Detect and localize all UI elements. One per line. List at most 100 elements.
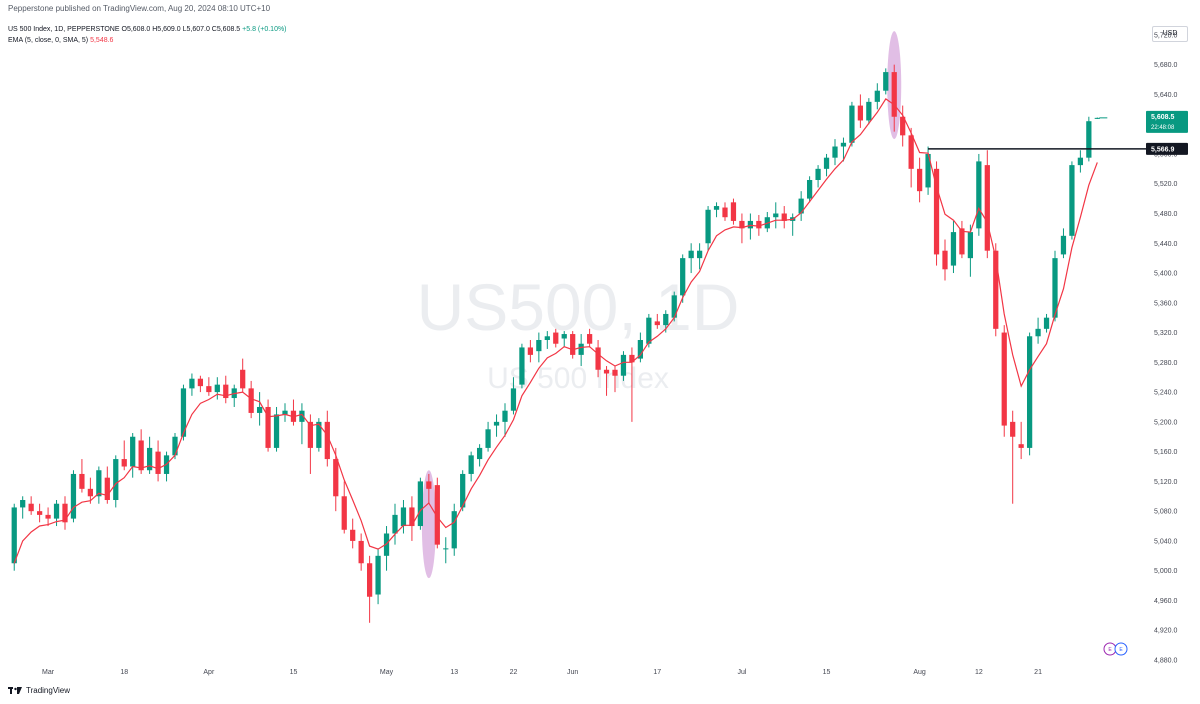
candle[interactable] — [1086, 116, 1092, 162]
candle[interactable] — [612, 366, 618, 393]
candle[interactable] — [11, 503, 17, 571]
candle[interactable] — [815, 165, 821, 188]
candle[interactable] — [45, 507, 51, 527]
candle[interactable] — [155, 440, 161, 482]
candle[interactable] — [485, 421, 491, 452]
candle[interactable] — [781, 206, 787, 229]
candle[interactable] — [265, 399, 271, 452]
candle[interactable] — [130, 433, 136, 478]
candle[interactable] — [460, 470, 466, 512]
candle[interactable] — [561, 331, 567, 348]
candle[interactable] — [603, 366, 610, 396]
candle[interactable] — [866, 98, 872, 125]
candle[interactable] — [197, 375, 204, 393]
candle[interactable] — [891, 64, 897, 132]
candle[interactable] — [756, 214, 762, 236]
candle[interactable] — [79, 459, 85, 493]
candle[interactable] — [832, 139, 838, 166]
candle[interactable] — [502, 403, 508, 437]
candle[interactable] — [1077, 150, 1084, 173]
candle[interactable] — [874, 83, 880, 110]
candle[interactable] — [400, 500, 407, 534]
candle[interactable] — [256, 392, 263, 426]
candle[interactable] — [1018, 421, 1024, 460]
candle[interactable] — [806, 176, 813, 203]
candle[interactable] — [307, 414, 314, 474]
candle[interactable] — [713, 202, 720, 218]
candle[interactable] — [383, 526, 390, 571]
candle[interactable] — [984, 150, 990, 259]
candle[interactable] — [798, 191, 804, 221]
candle[interactable] — [493, 414, 500, 437]
candle[interactable] — [942, 239, 948, 281]
candle[interactable] — [231, 384, 237, 407]
candle[interactable] — [747, 213, 754, 240]
candle[interactable] — [121, 440, 127, 471]
candle[interactable] — [350, 518, 356, 549]
candle[interactable] — [36, 503, 43, 523]
candle[interactable] — [1069, 161, 1075, 240]
candle[interactable] — [629, 347, 635, 422]
candle[interactable] — [273, 406, 280, 452]
candle[interactable] — [476, 444, 483, 467]
candle[interactable] — [358, 533, 364, 571]
candle[interactable] — [214, 377, 220, 400]
candle[interactable] — [959, 220, 965, 259]
candle[interactable] — [883, 68, 889, 95]
candle[interactable] — [96, 466, 102, 504]
candle[interactable] — [87, 477, 94, 504]
candle[interactable] — [900, 105, 906, 147]
candle[interactable] — [375, 548, 381, 605]
candle[interactable] — [206, 377, 212, 396]
candle[interactable] — [510, 377, 517, 415]
candle[interactable] — [696, 243, 703, 270]
candle[interactable] — [950, 220, 957, 274]
candle[interactable] — [290, 399, 297, 426]
candle[interactable] — [544, 331, 550, 349]
candle[interactable] — [1026, 332, 1033, 456]
candle[interactable] — [113, 455, 119, 508]
currency-button[interactable]: USD — [1152, 26, 1188, 42]
candle[interactable] — [680, 254, 686, 303]
candle[interactable] — [527, 340, 534, 363]
candle[interactable] — [823, 153, 830, 177]
candle[interactable] — [70, 470, 77, 523]
candle[interactable] — [341, 481, 347, 534]
candle[interactable] — [1060, 228, 1067, 259]
candle[interactable] — [976, 153, 982, 236]
candle[interactable] — [586, 328, 593, 348]
legend-ema-row[interactable]: EMA (5, close, 0, SMA, 5) 5,548.6 — [8, 35, 287, 46]
alert-icon[interactable]: E — [1103, 642, 1117, 656]
candle[interactable] — [1052, 250, 1058, 322]
candle[interactable] — [138, 429, 144, 474]
candle[interactable] — [248, 380, 254, 419]
candle[interactable] — [426, 473, 432, 504]
candle[interactable] — [739, 213, 745, 244]
candle[interactable] — [316, 418, 322, 452]
candle[interactable] — [730, 198, 737, 225]
legend-symbol-row[interactable]: US 500 Index, 1D, PEPPERSTONE O5,608.0 H… — [8, 24, 287, 35]
candle[interactable] — [299, 403, 305, 445]
candle[interactable] — [519, 343, 525, 389]
candle[interactable] — [908, 127, 914, 188]
candle[interactable] — [443, 537, 449, 564]
candle[interactable] — [451, 503, 457, 556]
candle[interactable] — [595, 340, 601, 378]
candle[interactable] — [773, 202, 779, 229]
candle[interactable] — [28, 496, 34, 515]
candle[interactable] — [967, 224, 974, 277]
candle[interactable] — [240, 358, 246, 393]
candle[interactable] — [333, 447, 339, 512]
candle[interactable] — [933, 161, 940, 266]
candle[interactable] — [637, 332, 644, 363]
candle[interactable] — [1010, 410, 1016, 504]
candle[interactable] — [916, 157, 923, 203]
candle[interactable] — [20, 496, 26, 519]
candle[interactable] — [1001, 325, 1007, 437]
candle[interactable] — [146, 436, 153, 474]
candle[interactable] — [790, 213, 796, 236]
candle[interactable] — [409, 496, 415, 541]
candle[interactable] — [688, 243, 694, 274]
candle[interactable] — [1043, 313, 1050, 333]
